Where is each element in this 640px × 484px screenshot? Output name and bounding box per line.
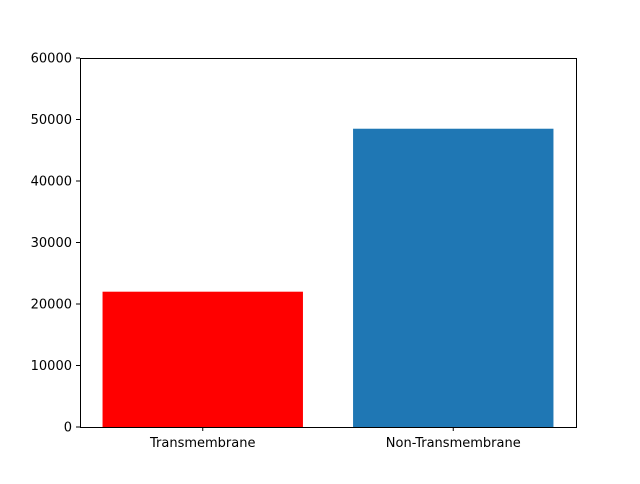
y-axis: 0 10000 20000 30000 40000 50000 60000 [31, 52, 80, 436]
y-tick-label: 60000 [31, 52, 72, 67]
plot-frame [80, 58, 577, 428]
bar-transmembrane [102, 291, 303, 427]
y-tick-label: 50000 [31, 113, 72, 128]
y-tick-label: 30000 [31, 236, 72, 251]
x-tick-label: Non-Transmembrane [386, 436, 521, 451]
y-tick-label: 0 [64, 421, 72, 436]
x-tick-label: Transmembrane [149, 436, 255, 451]
bars-layer [102, 128, 554, 427]
bar-non-transmembrane [353, 128, 554, 427]
y-tick-label: 10000 [31, 359, 72, 374]
x-axis: Transmembrane Non-Transmembrane [149, 427, 521, 451]
y-tick-label: 20000 [31, 298, 72, 313]
y-tick-label: 40000 [31, 175, 72, 190]
